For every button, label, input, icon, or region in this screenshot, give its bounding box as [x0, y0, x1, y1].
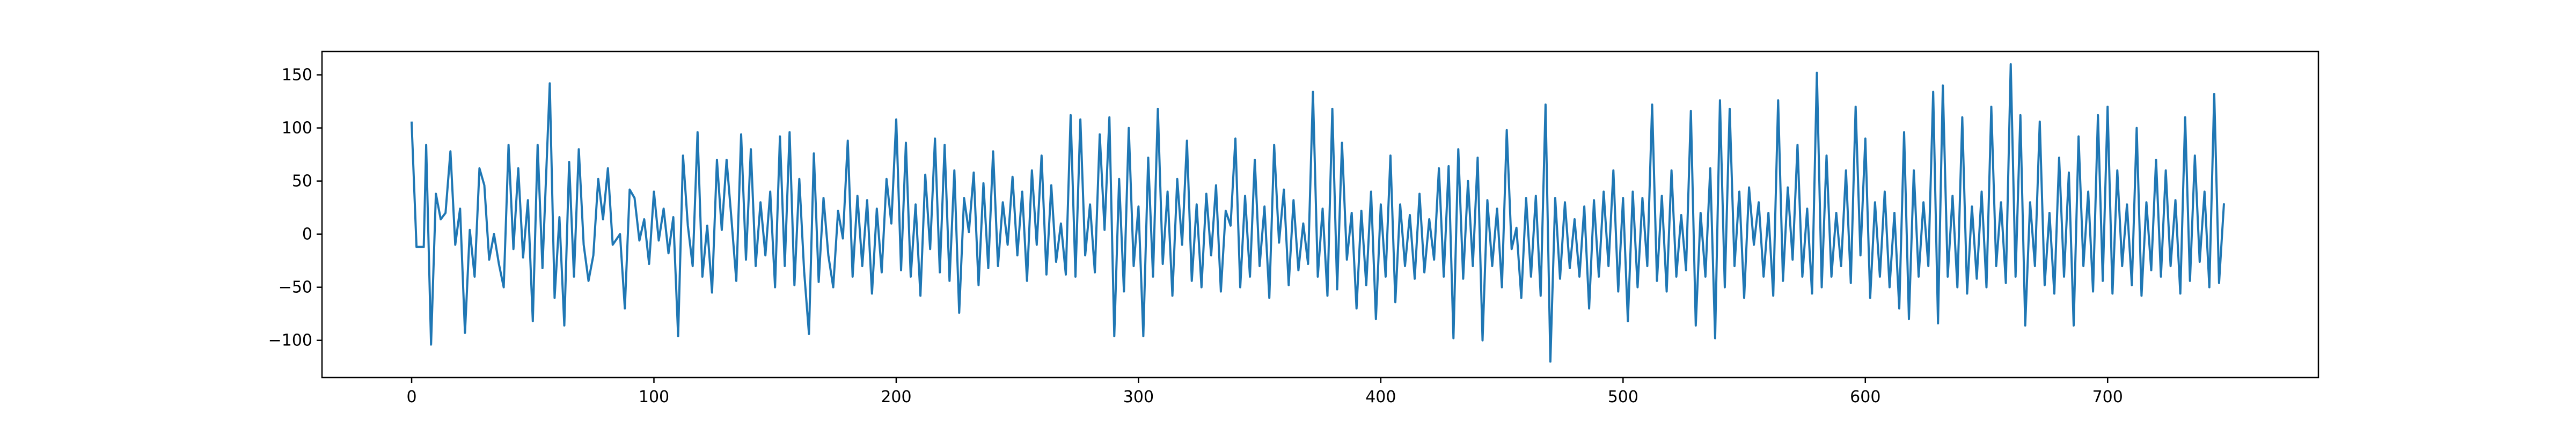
x-tick-label: 0 [406, 388, 416, 406]
y-axis: −100 −50 0 50 100 150 [268, 66, 322, 350]
plot-frame [321, 50, 2319, 379]
y-tick-label: 150 [282, 66, 312, 85]
y-tick-label: −50 [279, 278, 312, 297]
x-tick-label: 400 [1365, 388, 1396, 406]
x-tick-label: 600 [1850, 388, 1880, 406]
x-tick-label: 500 [1608, 388, 1638, 406]
y-tick-label: 100 [282, 119, 312, 138]
x-axis: 0 100 200 300 400 500 600 700 [406, 378, 2123, 406]
y-tick-label: −100 [268, 331, 312, 350]
plot-background [322, 51, 2318, 378]
y-tick-label: 50 [292, 172, 312, 191]
series-line [410, 63, 2226, 363]
x-tick-label: 700 [2092, 388, 2123, 406]
x-tick-label: 300 [1123, 388, 1154, 406]
x-tick-label: 200 [881, 388, 911, 406]
y-tick-label: 0 [302, 225, 312, 244]
x-tick-label: 100 [639, 388, 669, 406]
